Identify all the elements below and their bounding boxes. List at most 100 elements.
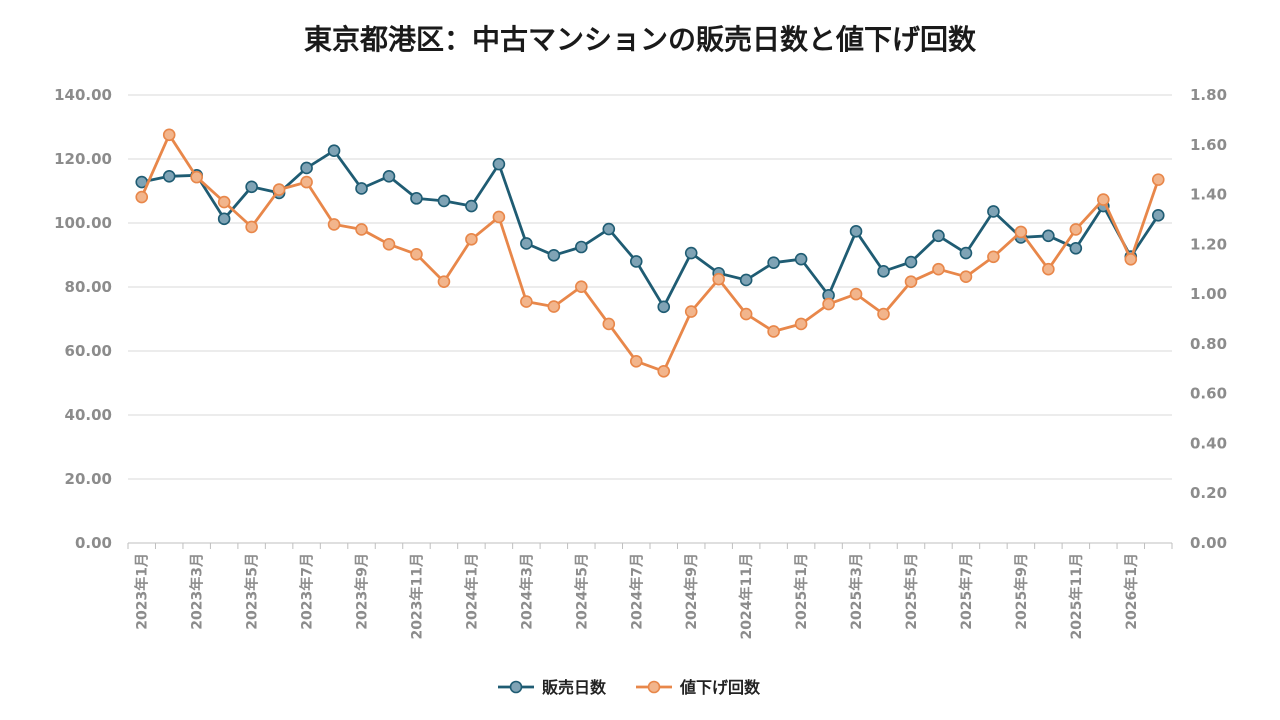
legend-label-2: 値下げ回数 xyxy=(679,678,761,697)
data-point-1 xyxy=(217,212,231,226)
chart-title: 東京都港区：中古マンションの販売日数と値下げ回数 xyxy=(303,23,976,56)
data-point-1 xyxy=(300,161,313,175)
data-point-2 xyxy=(657,364,671,378)
x-tick-label: 2025年11月 xyxy=(1068,553,1085,639)
data-point-2 xyxy=(602,317,616,331)
x-tick-label: 2025年3月 xyxy=(848,553,865,630)
left-tick-label: 140.00 xyxy=(54,86,112,104)
data-point-1 xyxy=(684,246,698,260)
data-point-1 xyxy=(877,265,890,278)
x-tick-label: 2024年9月 xyxy=(683,553,700,630)
legend-label-1: 販売日数 xyxy=(542,678,607,697)
data-point-1 xyxy=(987,205,1000,218)
data-point-2 xyxy=(135,190,149,204)
x-tick-label: 2025年5月 xyxy=(903,553,920,630)
data-point-2 xyxy=(437,275,451,288)
data-point-2 xyxy=(410,247,423,261)
right-tick-label: 0.40 xyxy=(1190,434,1227,452)
data-point-2 xyxy=(300,175,313,189)
right-axis-ticks: 0.00 0.20 0.40 0.60 0.80 1.00 1.20 1.40 1.60 1.80 xyxy=(1190,86,1227,552)
data-point-1 xyxy=(547,249,561,262)
data-point-1 xyxy=(657,300,671,314)
series-line-2 xyxy=(140,133,1160,373)
right-tick-label: 0.80 xyxy=(1190,335,1227,353)
data-point-2 xyxy=(1124,252,1138,266)
x-tick-label: 2024年1月 xyxy=(463,553,480,630)
data-point-2 xyxy=(245,220,258,234)
x-tick-label: 2024年3月 xyxy=(518,553,535,630)
data-point-1 xyxy=(739,273,753,287)
right-tick-label: 1.00 xyxy=(1190,285,1227,303)
right-tick-label: 0.00 xyxy=(1190,534,1227,552)
data-point-2 xyxy=(1069,223,1083,236)
data-point-2 xyxy=(767,325,780,338)
data-point-2 xyxy=(547,300,561,313)
left-tick-label: 60.00 xyxy=(65,342,112,360)
data-point-2 xyxy=(684,305,698,318)
data-point-1 xyxy=(327,144,341,157)
x-tick-label: 2023年7月 xyxy=(299,553,316,630)
data-point-2 xyxy=(355,223,368,236)
data-point-1 xyxy=(849,225,863,238)
left-tick-label: 40.00 xyxy=(65,406,112,424)
x-tick-label: 2024年7月 xyxy=(628,553,645,630)
data-point-2 xyxy=(987,250,1000,264)
x-tick-label: 2023年1月 xyxy=(134,553,151,630)
data-point-1 xyxy=(520,237,533,250)
right-tick-label: 1.60 xyxy=(1190,136,1227,154)
data-point-1 xyxy=(1069,241,1083,255)
x-tick-label: 2025年9月 xyxy=(1013,553,1030,630)
data-point-1 xyxy=(465,199,478,213)
data-point-2 xyxy=(822,297,835,311)
data-point-2 xyxy=(904,275,918,288)
data-point-1 xyxy=(355,182,368,195)
x-tick-label: 2023年3月 xyxy=(189,553,206,630)
left-tick-label: 80.00 xyxy=(65,278,112,296)
right-tick-label: 1.20 xyxy=(1190,235,1227,253)
x-tick-label: 2023年9月 xyxy=(354,553,371,630)
data-point-2 xyxy=(932,262,945,276)
left-tick-label: 100.00 xyxy=(54,214,112,232)
data-point-2 xyxy=(575,280,588,293)
data-point-1 xyxy=(162,169,176,183)
x-tick-label: 2024年11月 xyxy=(738,553,755,639)
right-tick-label: 1.40 xyxy=(1190,186,1227,204)
data-point-1 xyxy=(767,256,780,269)
data-point-2 xyxy=(1097,193,1110,206)
left-tick-label: 120.00 xyxy=(54,150,112,168)
data-point-1 xyxy=(1151,209,1165,222)
data-point-2 xyxy=(190,170,203,184)
right-tick-label: 1.80 xyxy=(1190,86,1227,104)
x-tick-label: 2024年5月 xyxy=(573,553,590,630)
data-point-1 xyxy=(410,192,423,205)
data-point-2 xyxy=(629,355,643,368)
data-point-1 xyxy=(602,222,616,236)
x-tick-label: 2023年11月 xyxy=(408,553,425,639)
data-point-2 xyxy=(327,218,341,231)
grid-lines xyxy=(128,94,1172,480)
data-point-1 xyxy=(794,252,808,266)
x-tick-label: 2025年7月 xyxy=(958,553,975,630)
data-point-2 xyxy=(1151,173,1165,186)
data-point-1 xyxy=(437,194,451,208)
data-point-2 xyxy=(520,295,533,308)
x-tick-label: 2025年1月 xyxy=(793,553,810,630)
data-point-1 xyxy=(932,229,945,243)
left-tick-label: 0.00 xyxy=(75,534,112,552)
data-point-2 xyxy=(272,183,286,196)
data-point-1 xyxy=(904,255,918,269)
data-point-1 xyxy=(959,246,973,260)
legend: 販売日数 値下げ回数 xyxy=(498,678,761,697)
data-point-1 xyxy=(575,240,588,254)
data-point-2 xyxy=(959,270,973,283)
data-point-2 xyxy=(382,238,396,251)
data-point-2 xyxy=(849,287,863,301)
x-tick-label: 2026年1月 xyxy=(1123,553,1140,630)
right-tick-label: 0.60 xyxy=(1190,385,1227,403)
data-point-2 xyxy=(162,128,176,142)
series-line-1 xyxy=(141,149,1160,309)
data-point-2 xyxy=(492,210,506,224)
data-point-2 xyxy=(794,317,808,331)
legend-marker-2 xyxy=(647,680,661,694)
